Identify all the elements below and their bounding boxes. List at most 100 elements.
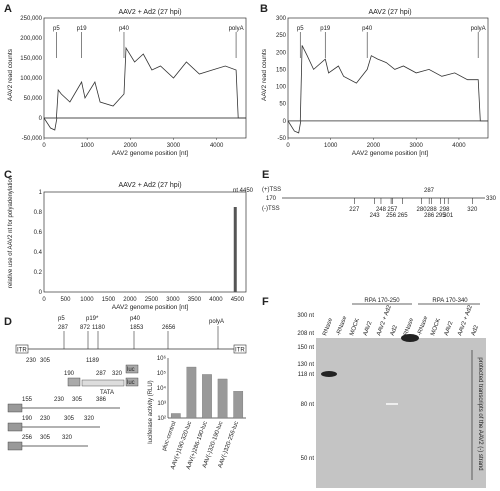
pos-1189: 1189 [86,358,100,364]
panel-a-ytick-label: -50,000 [22,136,43,142]
panel-e-tss-label: 227 [349,207,360,213]
panel-c-xtick-label: 3500 [188,297,202,303]
panel-b-xtick-label: 2000 [367,143,381,149]
panel-c-xtick-label: 4000 [209,297,223,303]
panel-c-frame [43,191,247,293]
panel-c-xtick-label: 2500 [145,297,159,303]
panel-b-ytick-label: 0 [283,119,287,125]
panel-c-ytick-label: 1 [39,190,43,196]
panel-b-xtick-label: 3000 [410,143,424,149]
panel-f-letter: F [262,296,269,308]
panel-a-series-1 [43,117,246,131]
panel-a-xlabel: AAV2 genome position [nt] [112,150,189,157]
panel-b-frame [287,17,489,139]
panel-b-ytick-label: 100 [276,85,287,91]
marker-p40: p40 [130,316,141,322]
pos-872: 872 [80,325,91,331]
gel-size-marker: 130 nt [297,362,314,368]
gel-lane-label: RNase [403,317,415,337]
gel-lane-label: -RNase [336,315,349,337]
panel-e-tss-label: 257 [387,207,398,213]
panel-d-bar [217,378,228,419]
construct3-320: 320 [84,416,95,422]
gel-band-208 [401,334,419,342]
panel-a-marker-label: p40 [119,26,130,32]
construct2-386: 386 [96,397,107,403]
construct0-luc [125,364,139,374]
gel-lane-label: MOCK [430,318,442,337]
gel-lane-label: -RNase [417,315,430,337]
panel-b-ytick-label: -50 [277,136,286,142]
panel-e-tss-label: 320 [467,207,478,213]
panel-a-xtick-label: 1000 [80,143,94,149]
marker-p5: p5 [58,316,65,322]
panel-b-xlabel: AAV2 genome position [nt] [352,150,429,157]
panel-a-ytick-label: 0 [39,116,43,122]
construct1-190: 190 [64,371,75,377]
gel-band-118 [321,371,337,377]
panel-a-ytick-label: 200,000 [20,36,42,42]
panel-d-bar [233,391,244,419]
panel-b-marker-label: polyA [471,26,486,32]
panel-e-tss-label: 301 [443,213,454,219]
gel-size-marker: 150 nt [297,345,314,351]
panel-b-ytick-label: 200 [276,50,287,56]
panel-d-bar [202,374,212,419]
gel-size-marker: 80 nt [301,402,315,408]
panel-e-tss-label: 243 [370,213,381,219]
panel-b-series-0 [288,45,488,122]
panel-e-tss-label: 265 [398,213,409,219]
panel-b-ytick-label: 250 [276,33,287,39]
panel-c-ytick-label: 0 [39,290,43,296]
panel-b-xtick-label: 4000 [452,143,466,149]
pos-1853: 1853 [130,325,144,331]
marker-p19: p19* [86,316,99,322]
panel-c-ytick-label: 0.4 [34,250,43,256]
panel-b-chart: AAV2 (27 hpi) AAV2 read counts AAV2 geno… [261,9,489,157]
gel-background [316,338,486,488]
panel-d-bar-ytick: 10⁶ [157,355,167,362]
construct1-tata: TATA [100,390,114,396]
panel-b-marker-label: p19 [320,26,331,32]
panel-a-xtick-label: 2000 [124,143,138,149]
construct2-305: 305 [72,397,83,403]
construct1-left [67,377,81,387]
panel-b-title: AAV2 (27 hpi) [368,9,411,16]
panel-a-series-0 [44,46,246,119]
panel-e-letter: E [262,169,269,181]
construct1-320: 320 [112,371,123,377]
gel-size-marker: 208 nt [297,331,314,337]
construct-230: 230 [26,358,37,364]
panel-e-row-plus: (+)TSS [262,187,281,193]
panel-a-xtick-label: 4000 [210,143,224,149]
panel-d-bar-label: pluc-control [161,421,177,452]
panel-d-bar-ylabel: luciferase activity (RLU) [148,380,154,443]
panel-c-ytick-label: 0.2 [34,270,43,276]
panel-e-tss-label: 256 [386,213,397,219]
gel-lane-label: AAV2 [363,320,374,337]
gel-lane-label: RNase [322,317,334,337]
panel-b-ytick-label: 300 [276,16,287,22]
panel-e-tss-map: (+)TSS 170 (-)TSS 330 287 227 24324825625… [262,187,497,219]
panel-b-letter: B [260,3,268,15]
construct-305: 305 [40,358,51,364]
panel-a-xtick-label: 0 [42,143,46,149]
panel-b-ytick-label: 50 [279,102,286,108]
panel-e-tss-label: 298 [439,207,450,213]
construct3-230: 230 [40,416,51,422]
panel-c-xtick-label: 2000 [123,297,137,303]
panel-e-pos-287: 287 [424,188,435,194]
construct1-luc-label: luc [127,380,135,386]
gel-group-2: RPA 170-340 [432,298,468,304]
panel-a-ytick-label: 50,000 [24,96,43,102]
panel-d-luciferase-chart: luciferase activity (RLU) 10⁶ 10⁵ 10⁴ 10³ 10… [148,355,246,470]
panel-b-xtick-label: 1000 [324,143,338,149]
panel-a-ytick-label: 150,000 [20,56,42,62]
panel-d-constructs: ITR ITR p5 p19* p40 polyA 287 872 1180 1… [7,316,247,451]
panel-d-bar [186,366,197,419]
panel-f-gel: RPA 170-250 RPA 170-340 protected transc… [297,298,486,488]
panel-d-bar-ytick: 10⁵ [157,370,167,377]
construct3-190: 190 [22,416,33,422]
panel-a-title: AAV2 + Ad2 (27 hpi) [118,9,181,16]
gel-lane-label: AAV2 [444,320,455,337]
